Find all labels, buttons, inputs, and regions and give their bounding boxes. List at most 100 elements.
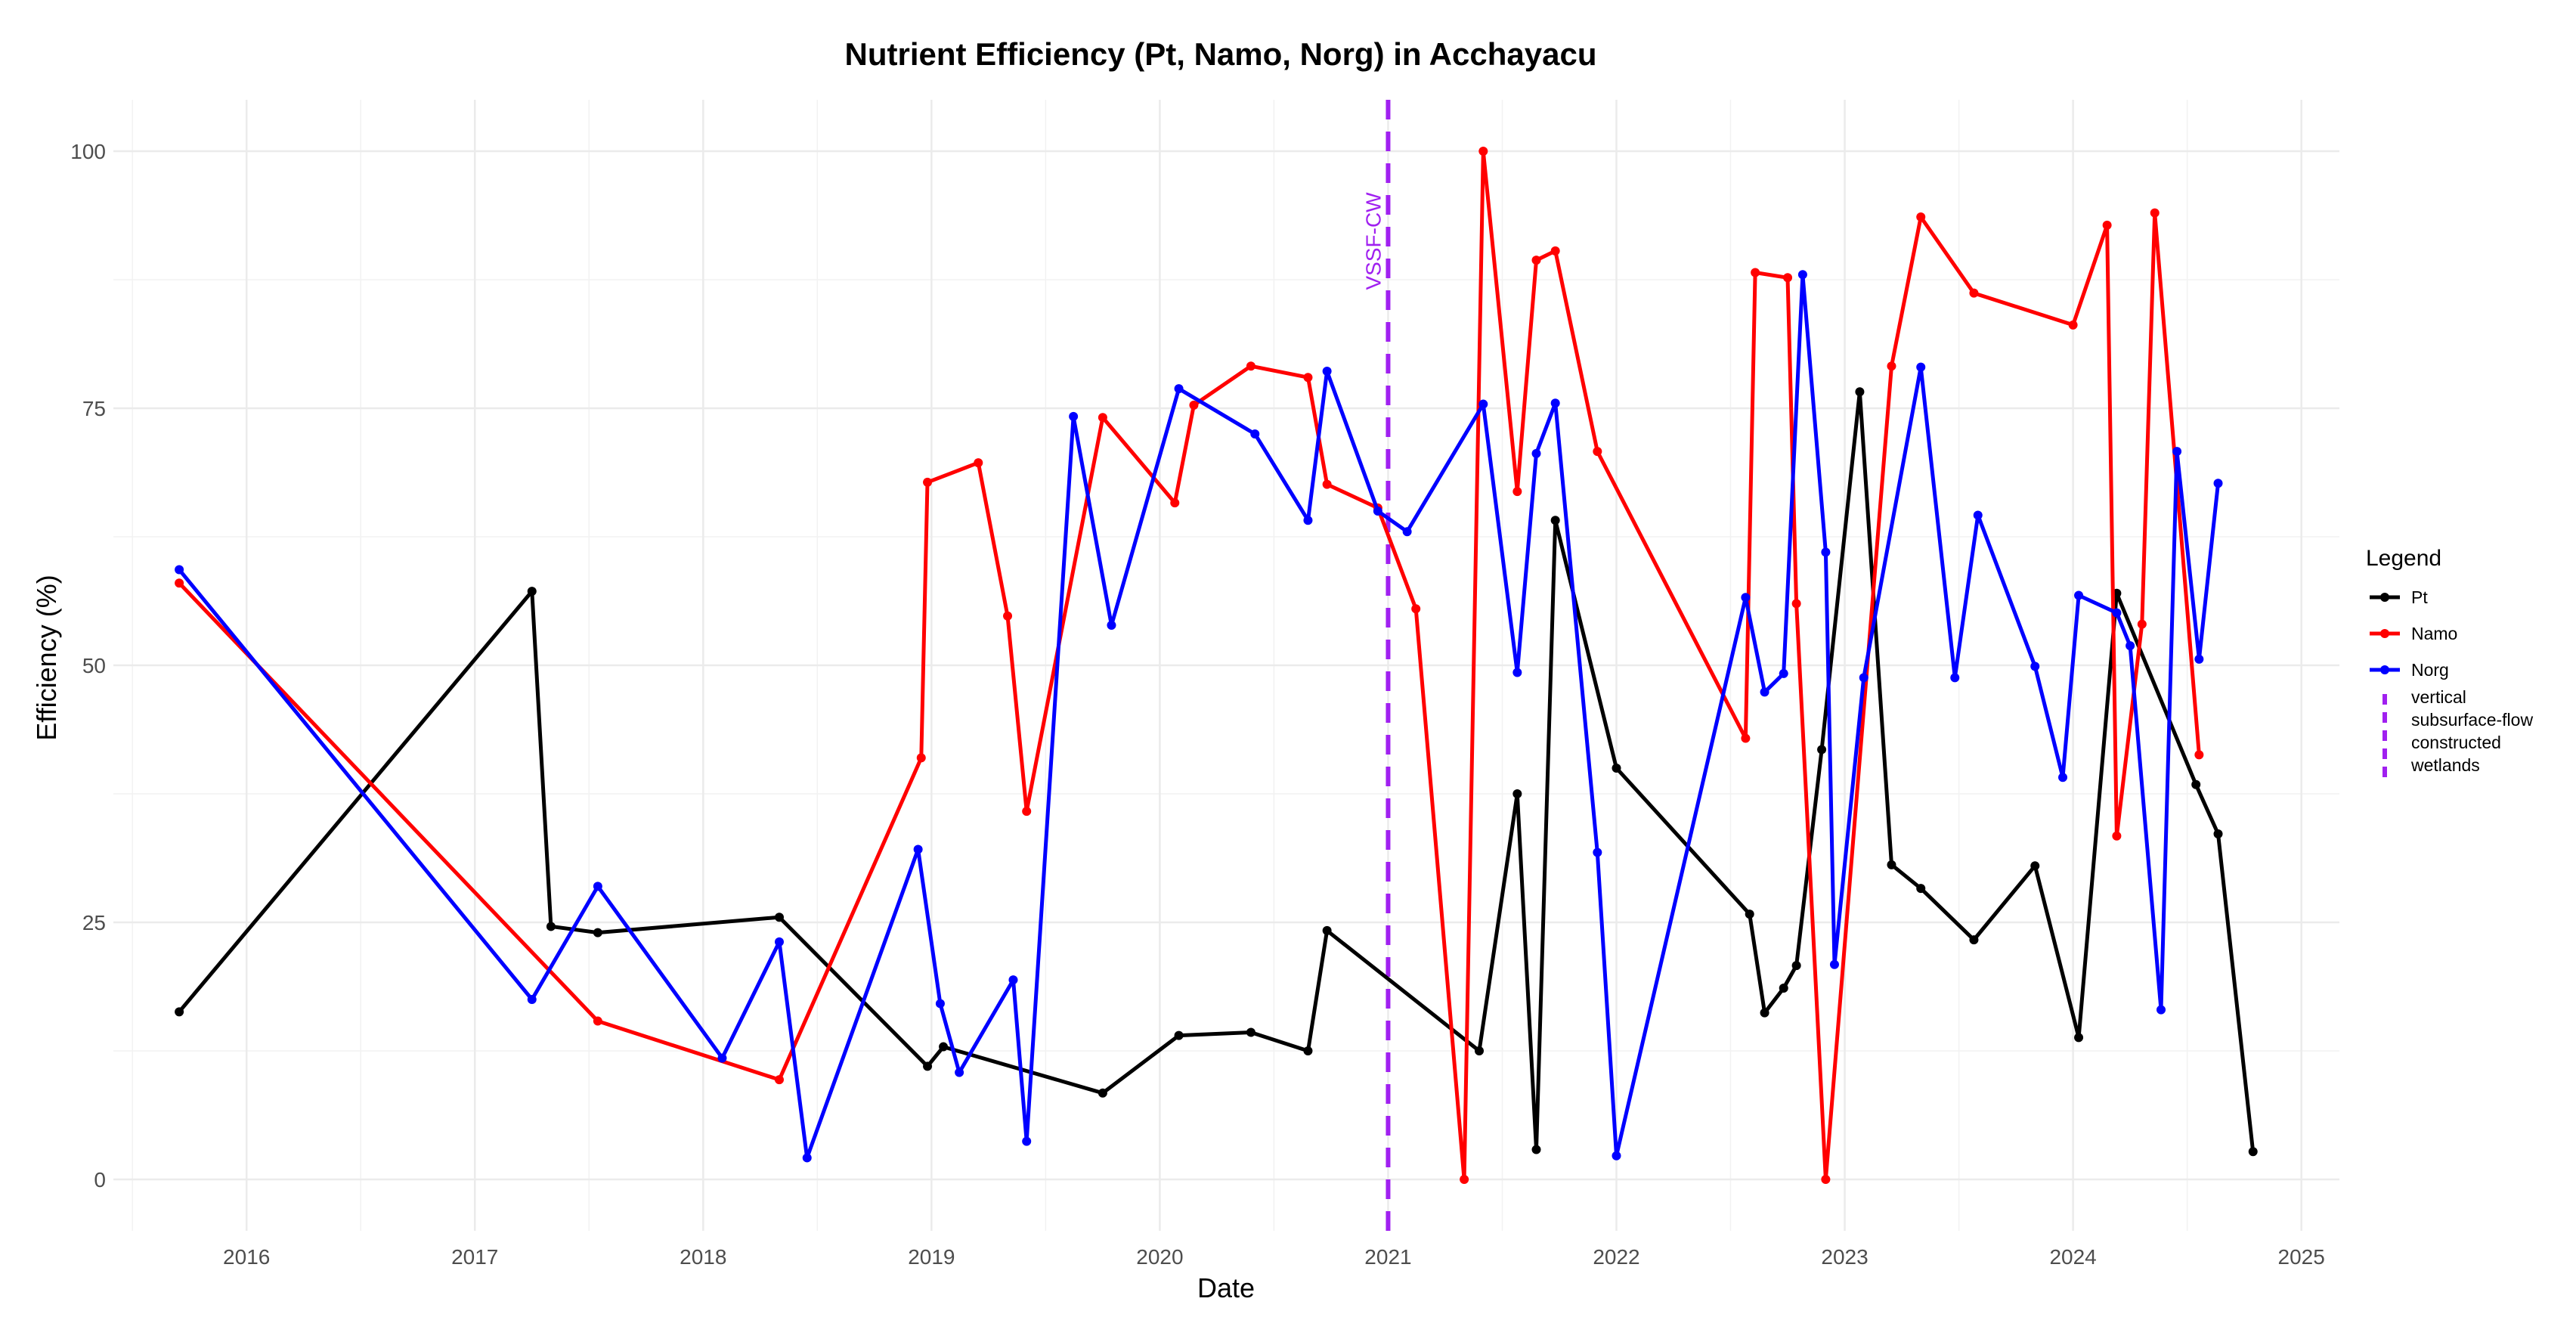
data-point-namo [1916,212,1926,222]
legend-label-pt: Pt [2411,587,2428,607]
data-point-pt [939,1042,949,1052]
data-point-namo [1791,599,1801,609]
data-point-norg [935,999,945,1009]
legend-label-line: vertical [2411,687,2466,707]
series-line-norg [177,272,2220,1160]
data-point-pt [2191,779,2201,789]
data-point-pt [1303,1046,1313,1055]
data-point-pt [1322,925,1332,935]
data-point-norg [1612,1151,1621,1161]
data-point-norg [1008,975,1018,985]
data-point-namo [1550,246,1560,256]
data-point-norg [2030,662,2040,671]
data-point-norg [2213,479,2223,488]
legend-label-norg: Norg [2411,660,2449,680]
data-point-namo [1170,498,1180,508]
data-point-norg [1859,673,1869,683]
data-point-namo [1189,400,1199,410]
x-tick-label: 2022 [1593,1245,1639,1269]
data-point-norg [1478,399,1488,409]
data-point-norg [2058,773,2068,782]
data-point-namo [2137,619,2147,629]
data-point-pt [1531,1145,1541,1154]
x-tick-label: 2024 [2049,1245,2096,1269]
legend-key-point-norg [2380,665,2389,674]
data-point-namo [1022,807,1032,817]
data-point-namo [1460,1175,1469,1184]
data-point-norg [1950,673,1960,683]
data-point-norg [1531,448,1541,458]
legend-label-line: wetlands [2410,755,2480,775]
data-point-norg [1973,510,1983,520]
data-point-pt [1512,789,1522,798]
data-point-namo [1003,611,1013,621]
data-point-pt [1174,1030,1184,1040]
data-point-pt [2213,829,2223,839]
data-point-norg [1593,848,1602,857]
data-point-norg [1797,270,1807,280]
y-tick-label: 100 [70,140,106,163]
data-point-pt [1855,387,1865,397]
data-point-norg [1779,668,1788,678]
series-line-pt [177,389,2256,1154]
data-point-namo [2102,220,2112,230]
data-point-norg [1373,507,1382,516]
data-point-norg [1760,687,1769,697]
data-point-norg [913,844,923,854]
data-point-norg [527,995,537,1004]
data-point-norg [1069,411,1079,421]
x-tick-label: 2018 [680,1245,726,1269]
data-point-pt [1474,1046,1484,1055]
y-tick-label: 50 [82,654,106,677]
data-point-norg [2156,1005,2166,1015]
y-tick-label: 75 [82,397,106,420]
data-point-norg [2126,641,2135,651]
legend-label-line: subsurface-flow [2411,710,2533,730]
x-axis-title: Date [1197,1272,1255,1303]
vssf-cw-label: VSSF-CW [1361,192,1385,290]
x-tick-label: 2020 [1136,1245,1183,1269]
data-point-namo [2150,208,2160,218]
y-axis-title: Efficiency (%) [31,575,62,740]
data-point-norg [175,565,184,575]
data-point-namo [1512,487,1522,497]
data-point-namo [974,458,983,468]
data-point-pt [1550,516,1560,525]
data-point-namo [1246,361,1255,371]
data-point-pt [2248,1147,2258,1157]
data-point-pt [1887,860,1896,869]
data-point-norg [802,1153,812,1163]
data-point-pt [593,928,602,937]
annotations: VSSF-CW [1361,100,1391,1231]
data-point-norg [1916,362,1926,372]
data-point-namo [916,753,926,763]
data-point-norg [1022,1136,1032,1146]
data-point-norg [1829,959,1839,969]
legend-key-point-namo [2380,629,2389,638]
data-point-norg [1821,547,1831,557]
data-point-namo [1531,256,1541,265]
x-tick-label: 2016 [223,1245,270,1269]
data-point-pt [1612,764,1621,773]
data-point-pt [1969,935,1979,945]
series-line-namo [177,149,2201,1182]
data-point-namo [1303,373,1313,383]
data-point-namo [593,1016,602,1026]
legend-title: Legend [2366,546,2441,571]
legend-key-point-pt [2380,593,2389,602]
data-point-namo [2194,750,2204,760]
data-point-pt [1745,910,1754,919]
data-point-pt [175,1007,184,1017]
data-point-norg [2074,590,2084,600]
data-point-norg [1402,527,1412,537]
data-point-namo [2068,320,2078,330]
data-point-namo [1478,147,1488,156]
data-point-norg [955,1068,964,1077]
data-point-norg [717,1053,727,1063]
x-tick-label: 2017 [451,1245,498,1269]
data-point-norg [1550,398,1560,408]
data-point-namo [774,1075,784,1085]
data-point-namo [1887,361,1896,371]
legend-label-vssf-cw: vertical subsurface-flow constructed wetlan… [2410,687,2533,775]
